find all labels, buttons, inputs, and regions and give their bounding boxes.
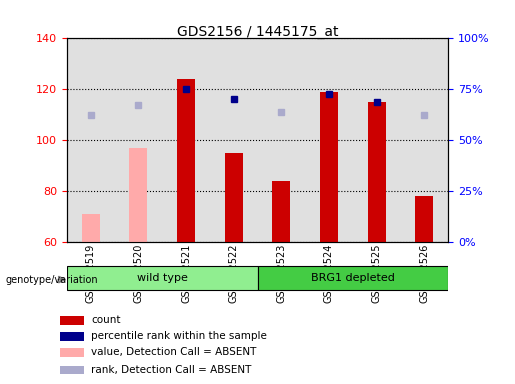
Text: BRG1 depleted: BRG1 depleted (311, 273, 394, 283)
Text: percentile rank within the sample: percentile rank within the sample (91, 331, 267, 341)
Text: genotype/variation: genotype/variation (5, 275, 98, 285)
Bar (368, 102, 386, 242)
Text: count: count (91, 315, 121, 325)
Bar (401, 38, 448, 242)
Bar (320, 92, 338, 242)
Text: wild type: wild type (137, 273, 187, 283)
Bar (177, 79, 195, 242)
Bar (67, 266, 258, 291)
Bar (67, 38, 115, 242)
Bar (210, 38, 258, 242)
Bar (60, 316, 84, 325)
Text: value, Detection Call = ABSENT: value, Detection Call = ABSENT (91, 348, 256, 358)
Bar (258, 38, 305, 242)
Text: GDS2156 / 1445175_at: GDS2156 / 1445175_at (177, 25, 338, 39)
Bar (225, 153, 243, 242)
Bar (114, 38, 162, 242)
Bar (82, 214, 100, 242)
Bar (258, 266, 448, 291)
Text: rank, Detection Call = ABSENT: rank, Detection Call = ABSENT (91, 365, 251, 375)
Bar (60, 332, 84, 341)
Bar (272, 181, 290, 242)
Bar (60, 348, 84, 357)
Bar (305, 38, 353, 242)
Bar (353, 38, 401, 242)
Bar (415, 196, 433, 242)
Bar (60, 366, 84, 374)
Bar (162, 38, 210, 242)
Bar (129, 148, 147, 242)
